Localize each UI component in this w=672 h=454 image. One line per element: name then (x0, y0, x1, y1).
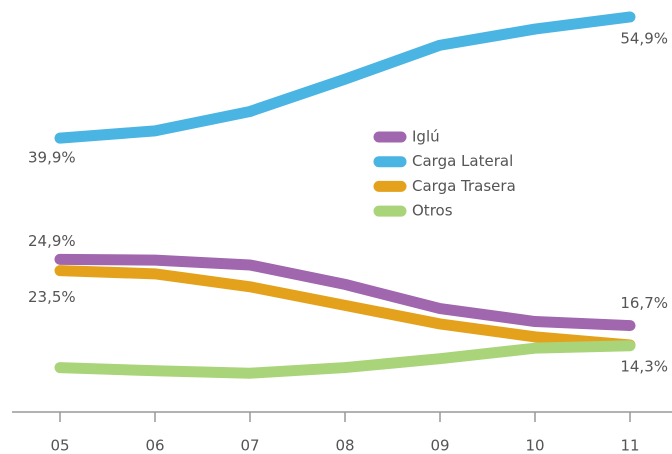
data-label: 14,3% (620, 357, 668, 375)
x-tick-label: 08 (335, 437, 354, 454)
x-tick-label: 07 (240, 437, 259, 454)
data-label: 39,9% (28, 149, 76, 167)
series-line (54, 11, 636, 144)
series-line (54, 253, 636, 332)
x-tick-label: 05 (50, 437, 69, 454)
data-label: 24,9% (28, 232, 76, 250)
series-line (54, 340, 636, 379)
legend-label: Otros (412, 202, 453, 220)
legend-label: Iglú (412, 128, 440, 146)
x-tick-label: 06 (145, 437, 164, 454)
legend-label: Carga Lateral (412, 152, 513, 170)
data-label: 16,7% (620, 294, 668, 312)
x-tick-label: 10 (525, 437, 544, 454)
x-tick-label: 11 (620, 437, 639, 454)
legend-label: Carga Trasera (412, 177, 516, 195)
x-tick-label: 09 (430, 437, 449, 454)
data-label: 54,9% (620, 29, 668, 47)
data-label: 23,5% (28, 288, 76, 306)
series-line (54, 265, 636, 351)
